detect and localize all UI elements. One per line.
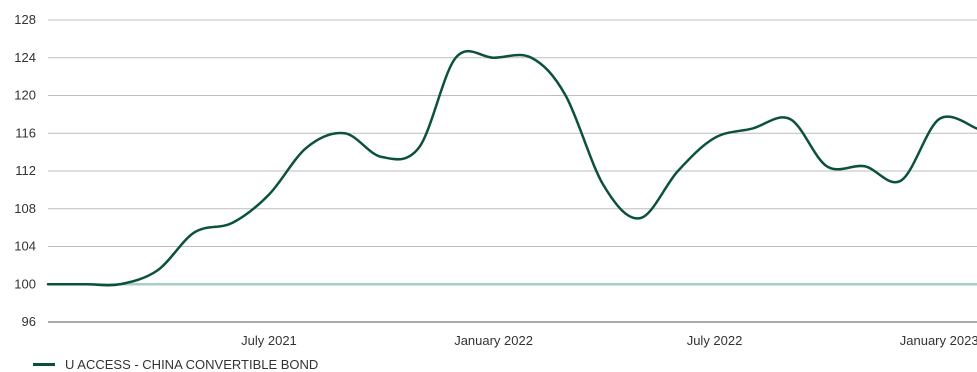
gridlines — [48, 19, 977, 247]
y-tick-label: 120 — [14, 88, 36, 103]
x-tick-label: July 2021 — [241, 333, 297, 348]
series-layer — [46, 49, 977, 287]
y-tick-label: 104 — [14, 239, 36, 254]
y-tick-label: 128 — [14, 12, 36, 27]
legend-label: U ACCESS - CHINA CONVERTIBLE BOND — [65, 357, 319, 372]
x-tick-label: January 2023 — [900, 333, 977, 348]
legend-swatch — [33, 363, 55, 366]
legend: U ACCESS - CHINA CONVERTIBLE BOND — [33, 357, 318, 372]
x-tick-label: July 2022 — [687, 333, 743, 348]
y-tick-label: 112 — [15, 163, 36, 178]
x-tick-label: January 2022 — [454, 333, 533, 348]
series-line — [46, 49, 977, 287]
y-tick-label: 100 — [14, 276, 36, 291]
y-tick-label: 116 — [15, 125, 36, 140]
y-tick-label: 108 — [14, 201, 36, 216]
y-axis-ticks: 96 100 104 108 112 116 120 124 128 — [14, 12, 36, 329]
y-tick-label: 124 — [14, 50, 36, 65]
line-chart: 96 100 104 108 112 116 120 124 128 July 2021 Janu… — [14, 12, 977, 348]
y-tick-label: 96 — [22, 314, 36, 329]
x-axis-ticks: July 2021 January 2022 July 2022 January 20… — [241, 333, 977, 348]
